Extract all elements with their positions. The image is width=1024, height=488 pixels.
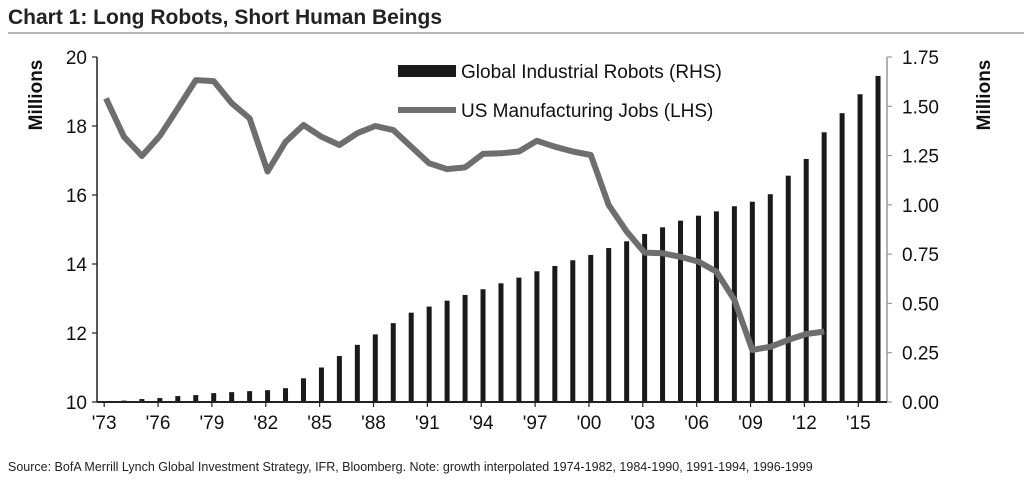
robot-bar	[552, 265, 558, 402]
robot-bar	[606, 248, 612, 402]
right-tick-label: 0.00	[902, 393, 939, 414]
left-tick-label: 14	[66, 255, 88, 276]
robot-bar	[767, 194, 773, 402]
right-tick-label: 1.00	[902, 196, 939, 217]
robot-bar	[462, 294, 468, 402]
robot-bar	[229, 392, 235, 402]
legend-jobs: US Manufacturing Jobs (LHS)	[461, 101, 713, 122]
robot-bar	[713, 211, 719, 402]
legend-bar-swatch	[398, 65, 456, 77]
legend-robots: Global Industrial Robots (RHS)	[461, 62, 722, 83]
left-tick-label: 12	[66, 324, 87, 345]
robot-bar	[390, 323, 396, 402]
right-tick-label: 1.50	[902, 97, 939, 118]
robot-bar	[157, 398, 163, 402]
right-tick-label: 1.75	[902, 48, 939, 69]
x-tick-label: '85	[307, 413, 332, 434]
x-tick-label: '82	[253, 413, 278, 434]
x-tick-label: '09	[738, 413, 763, 434]
x-tick-label: '76	[146, 413, 171, 434]
robot-bar	[803, 158, 809, 402]
robot-bar	[695, 215, 701, 402]
robot-bar	[678, 220, 684, 402]
x-tick-label: '91	[415, 413, 440, 434]
legend: Global Industrial Robots (RHS) US Manufa…	[398, 62, 722, 122]
x-tick-label: '12	[792, 413, 817, 434]
robot-bar	[300, 378, 306, 402]
robot-bar	[642, 234, 648, 402]
robot-bar	[498, 283, 504, 402]
x-tick-label: '94	[469, 413, 494, 434]
left-axis-label: Millions	[26, 60, 47, 131]
robot-bar	[444, 300, 450, 402]
left-tick-label: 18	[66, 117, 87, 138]
robot-bar	[480, 289, 486, 402]
robot-bar	[372, 334, 378, 402]
robot-bar	[624, 241, 630, 402]
plot-area: 10 12 14 16 18 20 0.00 0.25 0.50 0.75 1.00 1.25 1.50…	[66, 48, 939, 434]
x-tick-label: '15	[846, 413, 871, 434]
robot-bar	[875, 75, 881, 402]
robot-bar	[534, 271, 540, 402]
robot-bar	[516, 277, 522, 402]
robot-bar	[211, 393, 217, 402]
x-tick-label: '00	[577, 413, 602, 434]
right-tick-label: 0.50	[902, 294, 939, 315]
x-tick-label: '06	[684, 413, 709, 434]
x-tick-label: '97	[523, 413, 548, 434]
robot-bar	[354, 344, 360, 402]
robot-bar	[318, 367, 324, 402]
robot-bar	[570, 260, 576, 402]
right-tick-label: 1.25	[902, 147, 939, 168]
left-tick-label: 20	[66, 48, 87, 69]
right-tick-label: 0.25	[902, 344, 939, 365]
left-tick-label: 10	[66, 393, 87, 414]
robot-bar	[426, 306, 432, 402]
robot-bar	[857, 94, 863, 402]
robot-bar	[821, 132, 827, 402]
robot-bar	[408, 312, 414, 402]
robot-bar	[139, 399, 145, 402]
x-tick-label: '73	[92, 413, 117, 434]
left-tick-label: 16	[66, 186, 87, 207]
robot-bar	[175, 396, 181, 402]
robot-bar	[660, 227, 666, 402]
x-tick-label: '88	[361, 413, 386, 434]
x-tick-label: '03	[630, 413, 655, 434]
robot-bar	[336, 356, 342, 402]
robot-bar	[588, 254, 594, 402]
robot-bar	[839, 113, 845, 402]
x-tick-label: '79	[200, 413, 225, 434]
robot-bar	[247, 391, 253, 402]
robot-bar	[785, 175, 791, 402]
source-note: Source: BofA Merrill Lynch Global Invest…	[8, 460, 813, 474]
chart-title: Chart 1: Long Robots, Short Human Beings	[8, 6, 442, 29]
right-tick-label: 0.75	[902, 245, 939, 266]
robot-bar	[193, 395, 199, 402]
right-axis-label: Millions	[974, 60, 995, 131]
robot-bar	[283, 388, 289, 402]
robot-bar	[265, 390, 271, 402]
robot-bar	[749, 201, 755, 402]
